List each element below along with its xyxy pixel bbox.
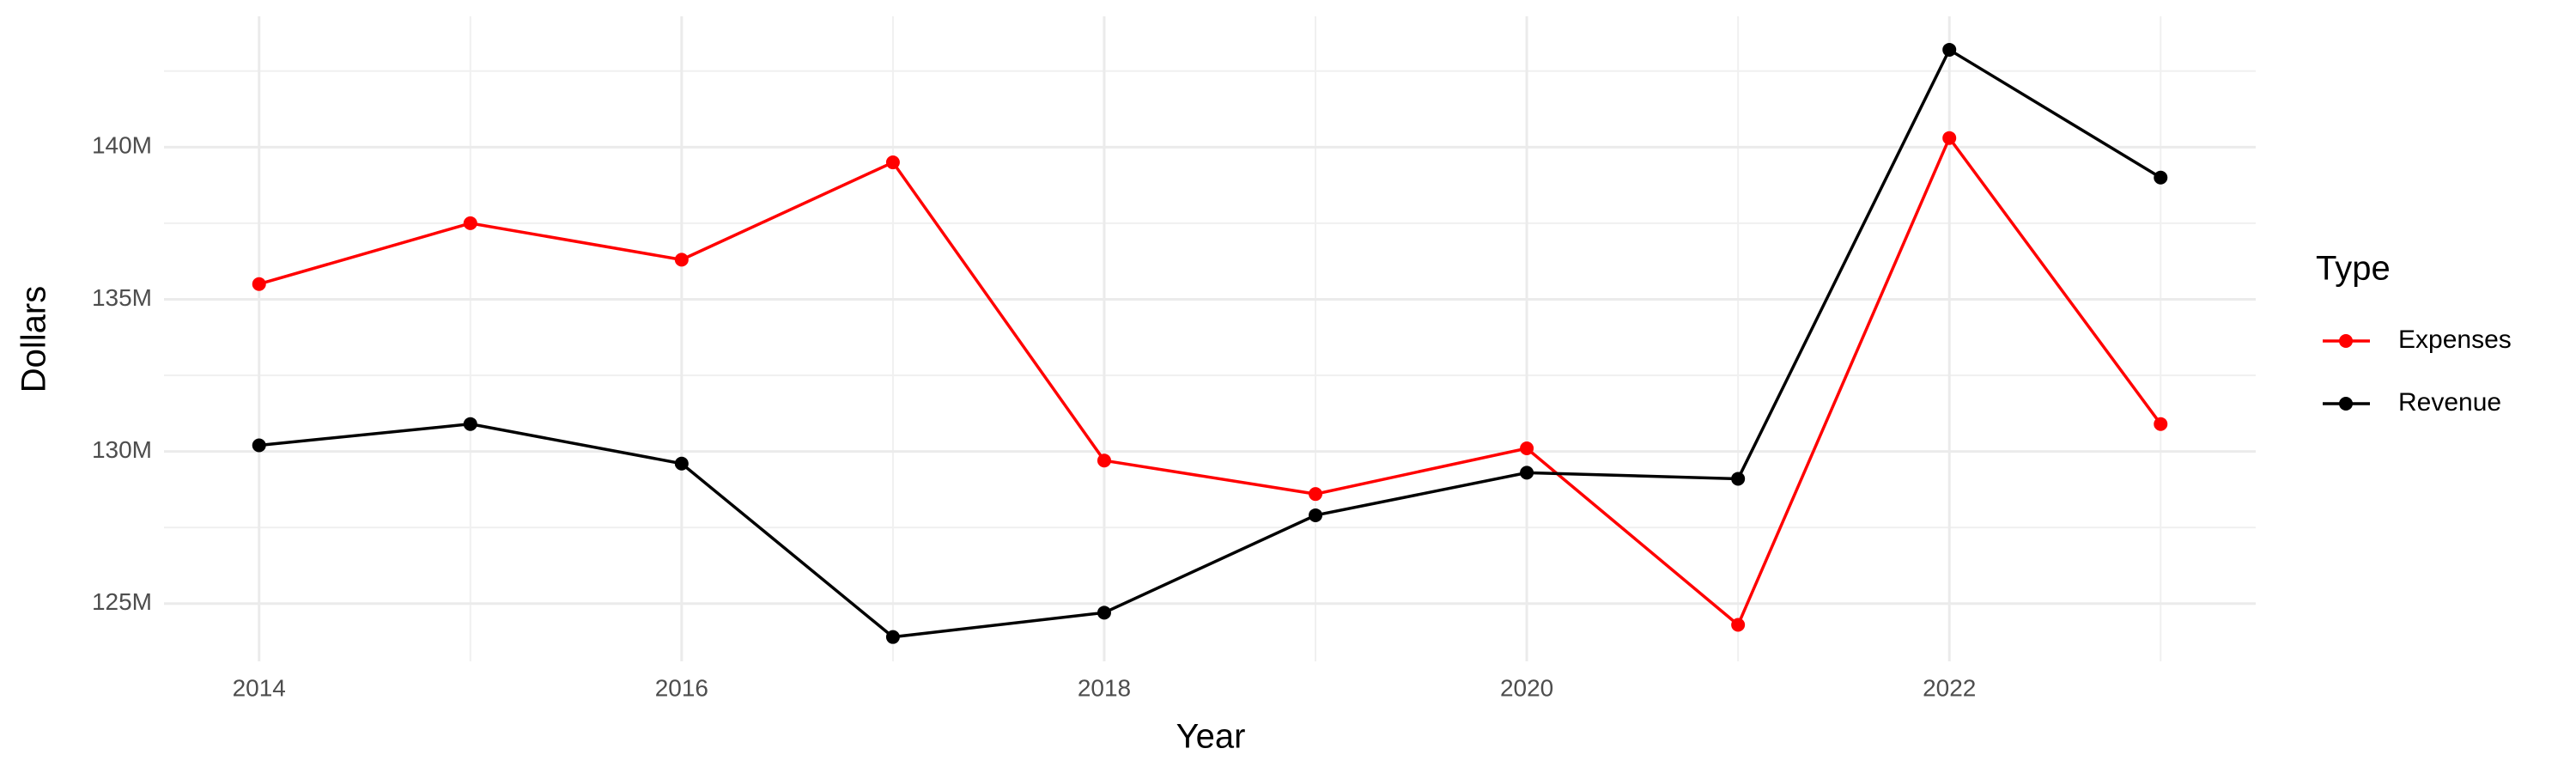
- x-tick-label: 2022: [1923, 674, 1976, 701]
- series-line: [258, 135, 2162, 628]
- y-tick-label: 130M: [92, 436, 152, 463]
- legend-label: Revenue: [2398, 388, 2501, 417]
- data-point: [2154, 417, 2168, 431]
- legend-title: Type: [2316, 250, 2391, 288]
- legend-label: Expenses: [2398, 326, 2512, 354]
- data-point: [1309, 487, 1323, 502]
- data-point: [674, 253, 689, 267]
- data-point: [1520, 466, 1534, 480]
- y-tick-label: 125M: [92, 588, 152, 615]
- x-axis-title: Year: [1176, 718, 1246, 756]
- legend-swatch: [2339, 334, 2353, 348]
- y-tick-label: 135M: [92, 284, 152, 311]
- x-tick-label: 2014: [233, 674, 286, 701]
- data-point: [1097, 606, 1111, 620]
- series-line: [258, 47, 2162, 639]
- data-point: [463, 216, 477, 230]
- x-tick-label: 2020: [1500, 674, 1553, 701]
- x-tick-label: 2016: [655, 674, 708, 701]
- data-point: [1731, 472, 1746, 486]
- data-point: [1731, 618, 1746, 632]
- data-point: [1309, 508, 1323, 522]
- data-point: [885, 155, 900, 170]
- data-point: [252, 277, 266, 291]
- legend-swatch: [2339, 397, 2353, 411]
- data-point: [1942, 42, 1957, 57]
- data-point: [674, 456, 689, 471]
- data-point: [1520, 441, 1534, 456]
- data-point: [252, 438, 266, 453]
- y-tick-label: 140M: [92, 132, 152, 159]
- data-point: [1097, 453, 1111, 468]
- x-tick-label: 2018: [1078, 674, 1131, 701]
- data-point: [885, 630, 900, 644]
- data-point: [1942, 131, 1957, 145]
- y-axis-title: Dollars: [15, 286, 53, 393]
- data-point: [2154, 170, 2168, 185]
- data-point: [463, 417, 477, 431]
